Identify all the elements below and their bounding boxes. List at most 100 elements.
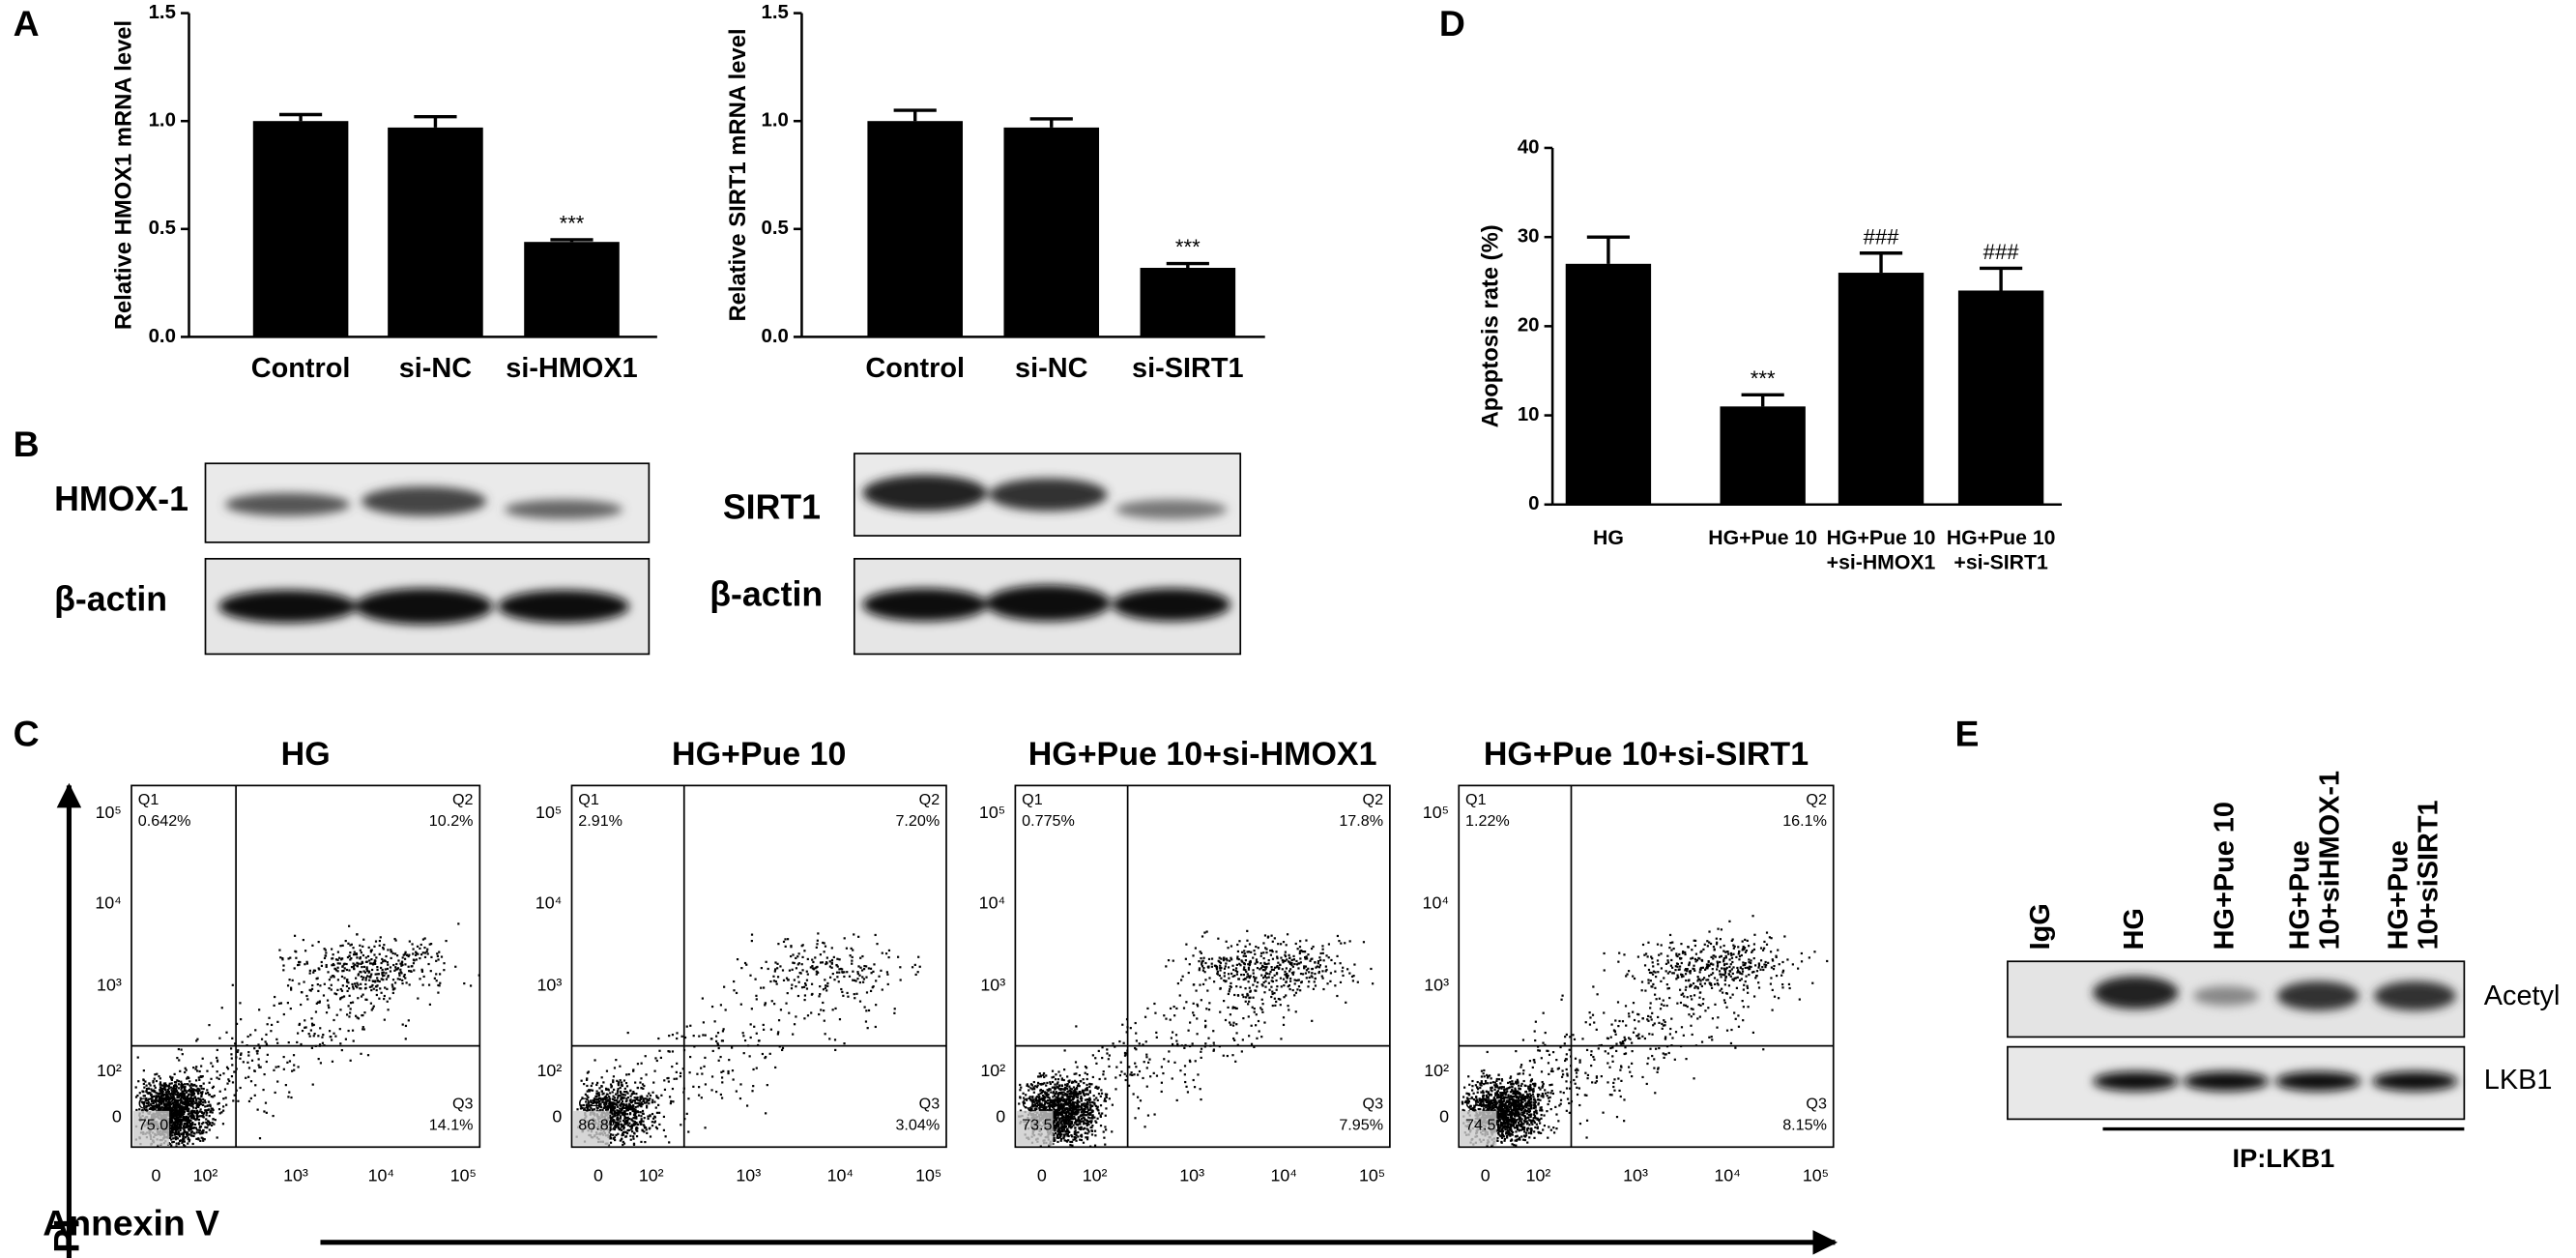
flow-dot: [717, 1059, 720, 1062]
flow-dot: [182, 1115, 186, 1119]
flow-dot: [436, 952, 439, 955]
flow-dot: [1301, 951, 1304, 953]
flow-dot: [641, 1129, 644, 1132]
x-tick-label: +si-HMOX1: [1827, 551, 1936, 574]
flow-dot: [185, 1068, 188, 1071]
flow-dot: [184, 1085, 187, 1089]
flow-dot: [1057, 1070, 1060, 1073]
flow-dot: [364, 977, 367, 980]
flow-dot: [618, 1113, 621, 1116]
flow-dot: [765, 1112, 767, 1115]
flow-dot: [162, 1103, 166, 1106]
flow-dot: [217, 1102, 219, 1105]
flow-dot: [1090, 1083, 1093, 1086]
flow-dot: [177, 1133, 180, 1136]
flow-dot: [197, 1128, 200, 1131]
flow-dot: [1076, 1103, 1080, 1106]
flow-dot: [210, 1107, 213, 1110]
blot-label: HMOX-1: [54, 480, 188, 518]
flow-dot: [1201, 961, 1203, 964]
flow-dot: [1086, 1116, 1090, 1119]
flow-dot: [764, 1056, 767, 1060]
flow-dot: [1103, 1099, 1106, 1102]
flow-dot: [171, 1114, 175, 1117]
flow-dot: [179, 1139, 183, 1142]
flow-dot: [401, 963, 404, 966]
flow-dot: [305, 994, 308, 998]
flow-dot: [1083, 1089, 1085, 1092]
flow-dot: [173, 1114, 176, 1118]
flow-dot: [1289, 968, 1292, 971]
flow-dot: [629, 1098, 632, 1101]
flow-dot: [374, 973, 377, 976]
flow-dot: [1073, 1113, 1076, 1116]
flow-dot: [317, 967, 320, 970]
flow-dot: [1262, 980, 1265, 984]
flow-dot: [1035, 1099, 1039, 1102]
flow-dot: [1307, 953, 1310, 956]
flow-dot: [189, 1101, 193, 1105]
flow-dot: [1227, 966, 1230, 969]
flow-dot: [1076, 1084, 1079, 1088]
flow-dot: [1225, 957, 1229, 960]
flow-dot: [825, 956, 828, 959]
flow-dot: [181, 1108, 184, 1111]
flow-dot: [865, 965, 868, 968]
flow-dot: [349, 1011, 352, 1014]
flow-dot: [207, 1108, 211, 1111]
flow-dot: [1085, 1114, 1088, 1117]
flow-dot: [852, 979, 854, 981]
flow-dot: [1167, 959, 1171, 962]
flow-dot: [383, 1018, 386, 1021]
flow-dot: [1327, 956, 1330, 959]
flow-dot: [629, 1125, 632, 1127]
flow-dot: [163, 1109, 167, 1112]
flow-dot: [689, 1024, 692, 1027]
flow-dot: [391, 979, 395, 981]
flow-dot: [1263, 934, 1267, 937]
flow-dot: [1259, 968, 1261, 971]
flow-dot: [698, 1086, 701, 1089]
flow-dot: [1321, 945, 1324, 948]
flow-dot: [1342, 974, 1345, 978]
flow-dot: [801, 944, 804, 947]
flow-dot: [389, 970, 392, 973]
flow-dot: [1064, 1108, 1067, 1111]
flow-dot: [1058, 1098, 1061, 1101]
flow-dot: [1244, 954, 1248, 957]
flow-dot: [236, 1050, 239, 1054]
flow-dot: [209, 1103, 212, 1106]
flow-dot: [180, 1088, 183, 1091]
flow-dot: [1277, 997, 1281, 1001]
flow-dot: [266, 1053, 269, 1056]
flow-dot: [362, 945, 364, 948]
flow-dot: [437, 983, 440, 987]
flow-dot: [199, 1132, 202, 1135]
flow-dot: [626, 1121, 629, 1124]
flow-dot: [816, 939, 819, 942]
flow-dot: [293, 967, 296, 970]
flow-dot: [1075, 1108, 1078, 1111]
flow-dot: [139, 1097, 142, 1099]
flow-dot: [204, 1101, 207, 1104]
flow-dot: [420, 943, 422, 947]
flow-dot: [1319, 958, 1322, 962]
flow-dot: [169, 1086, 173, 1089]
flow-dot: [336, 966, 339, 969]
flow-dot: [158, 1093, 160, 1096]
flow-dot: [316, 977, 319, 980]
flow-dot: [1066, 1087, 1069, 1090]
flow-dot: [195, 1069, 199, 1072]
flow-dot: [193, 1126, 196, 1129]
flow-dot: [438, 984, 441, 987]
flow-dot: [376, 968, 379, 972]
flow-dot: [230, 1057, 233, 1060]
flow-dot: [638, 1099, 642, 1102]
flow-dot: [776, 1033, 779, 1036]
flow-dot: [1073, 1090, 1076, 1094]
flow-dot: [430, 955, 433, 959]
flow-dot: [352, 987, 355, 990]
flow-dot: [184, 1119, 188, 1122]
flow-dot: [1056, 1099, 1059, 1102]
flow-dot: [790, 954, 793, 958]
